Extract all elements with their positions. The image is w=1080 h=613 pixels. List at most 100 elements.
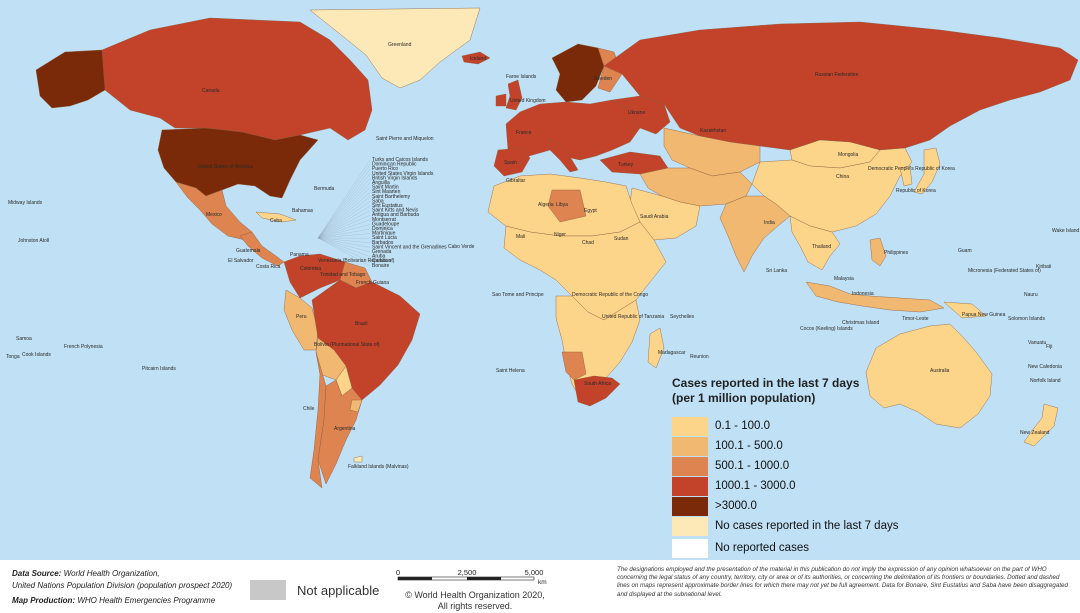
scale-segment [467, 577, 501, 580]
country-papua-new-guinea[interactable] [943, 301, 987, 319]
country-usa-alaska[interactable] [35, 49, 106, 109]
leader-line [317, 233, 371, 239]
label-saint-helena: Saint Helena [496, 368, 525, 374]
country-western-europe[interactable] [505, 99, 641, 161]
leader-line [317, 237, 371, 266]
country-italy[interactable] [547, 137, 579, 173]
label-caribbean-item: Dominican Republic [372, 162, 417, 168]
label-libya: Libya [556, 202, 568, 208]
legend-swatch [672, 538, 708, 558]
label-vanuatu: Vanuatu [1028, 340, 1046, 346]
label-french-polynesia: French Polynesia [64, 344, 103, 350]
label-caribbean-item: Dominica [372, 226, 393, 232]
country-peru[interactable] [283, 289, 319, 351]
label-cuba: Cuba [270, 218, 282, 224]
label-pitcairn: Pitcairn Islands [142, 366, 176, 372]
label-canada: Canada [202, 88, 220, 94]
label-nauru: Nauru [1024, 292, 1038, 298]
country-australia[interactable] [865, 323, 993, 429]
leader-line [317, 237, 371, 257]
label-reunion: Reunion [690, 354, 709, 360]
label-philippines: Philippines [884, 250, 909, 256]
label-caribbean-item: Martinique [372, 231, 396, 237]
label-johnston: Johnston Atoll [18, 238, 49, 244]
legend-item: No reported cases [672, 538, 809, 558]
country-ireland[interactable] [495, 93, 507, 107]
label-caribbean-item: Barbados [372, 240, 394, 246]
label-kazakhstan: Kazakhstan [700, 128, 726, 134]
production-text: WHO Health Emergencies Programme [77, 596, 216, 605]
label-guatemala: Guatemala [236, 248, 261, 254]
label-costa-rica: Costa Rica [256, 264, 281, 270]
label-sri-lanka: Sri Lanka [766, 268, 787, 274]
label-caribbean-item: Saint Barthelemy [372, 194, 411, 200]
leader-line [317, 237, 371, 243]
legend-label: 500.1 - 1000.0 [715, 460, 790, 472]
label-sweden: Sweden [594, 76, 612, 82]
country-indonesia[interactable] [805, 281, 945, 313]
leader-line [317, 237, 371, 262]
label-united-kingdom: United Kingdom [510, 98, 546, 104]
country-south-africa[interactable] [573, 375, 621, 407]
label-caribbean-item: Aruba [372, 254, 386, 260]
leader-line [317, 178, 371, 239]
country-india[interactable] [719, 195, 791, 273]
label-china: China [836, 174, 849, 180]
country-cuba[interactable] [255, 211, 297, 223]
legend-item: >3000.0 [672, 496, 757, 516]
label-panama: Panama [290, 252, 309, 258]
country-new-zealand[interactable] [1023, 403, 1059, 447]
label-saudi: Saudi Arabia [640, 214, 669, 220]
legend-label: >3000.0 [715, 500, 757, 512]
label-mexico: Mexico [206, 212, 222, 218]
country-iberia[interactable] [493, 147, 531, 177]
label-christmas: Christmas Island [842, 320, 879, 326]
country-korea[interactable] [899, 165, 913, 187]
country-uruguay[interactable] [349, 399, 363, 413]
country-iceland[interactable] [461, 51, 491, 65]
country-japan[interactable] [913, 147, 941, 195]
label-dprk: Democratic People's Republic of Korea [868, 166, 955, 172]
label-el-salvador: El Salvador [228, 258, 254, 264]
label-algeria: Algeria [538, 202, 554, 208]
label-caribbean-item: Saint Vincent and the Grenadines [372, 244, 447, 250]
label-france: France [516, 130, 532, 136]
country-namibia[interactable] [561, 351, 587, 381]
data-source-label: Data Source: [12, 569, 62, 578]
country-southeast-asia[interactable] [789, 215, 841, 271]
map-footer [0, 560, 1080, 613]
legend-label: 1000.1 - 3000.0 [715, 480, 796, 492]
leader-line [317, 205, 371, 239]
scale-tick-0: 0 [396, 568, 400, 577]
label-russia: Russian Federation [815, 72, 859, 78]
copyright-line1: © World Health Organization 2020, [405, 590, 545, 600]
leader-line [317, 215, 371, 239]
label-egypt: Egypt [584, 208, 597, 214]
country-libya[interactable] [547, 189, 587, 223]
label-caribbean-item: Montserrat [372, 217, 397, 223]
scale-bar: 0 2,500 5,000 km [396, 568, 547, 586]
country-falklands[interactable] [353, 455, 363, 463]
label-chad: Chad [582, 240, 594, 246]
label-faroe: Faroe Islands [506, 74, 537, 80]
label-png: Papua New Guinea [962, 312, 1006, 318]
label-iceland: Iceland [470, 56, 486, 62]
scale-segment [398, 577, 432, 580]
label-kiribati: Kiribati [1036, 264, 1051, 270]
label-wake: Wake Island [1052, 228, 1080, 234]
country-russia[interactable] [603, 21, 1079, 151]
country-uk[interactable] [505, 79, 523, 111]
label-caribbean-item: Saint Martin [372, 185, 399, 191]
label-cocos: Cocos (Keeling) Islands [800, 326, 853, 332]
country-greenland[interactable] [309, 7, 481, 89]
label-cabo-verde: Cabo Verde [448, 244, 475, 250]
legend-title: Cases reported in the last 7 days [672, 376, 860, 390]
country-canada[interactable] [101, 17, 373, 141]
country-madagascar[interactable] [647, 327, 665, 369]
label-usa: United States of America [198, 164, 253, 170]
label-trinidad: Trinidad and Tobago [320, 272, 366, 278]
country-scandinavia[interactable] [551, 43, 605, 103]
map-canvas: Greenland Canada United States of Americ… [6, 7, 1080, 489]
legend-label: No cases reported in the last 7 days [715, 520, 899, 532]
country-philippines[interactable] [869, 237, 887, 267]
